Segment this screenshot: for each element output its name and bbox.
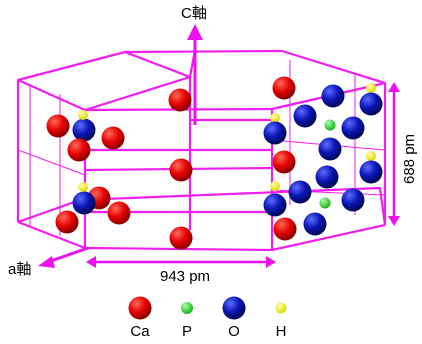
height-dimension-arrow <box>388 82 400 226</box>
ca-atom <box>168 88 192 112</box>
p-atom <box>324 119 336 131</box>
a-axis-arrow <box>38 246 89 268</box>
c-axis-arrow <box>187 24 203 125</box>
width-dimension-arrow <box>86 256 276 268</box>
h-atom <box>366 83 376 93</box>
ca-atom <box>272 150 296 174</box>
ca-atom <box>273 217 297 241</box>
o-atom <box>72 191 96 215</box>
legend-h-swatch <box>275 302 287 314</box>
legend-o-label: O <box>228 323 240 340</box>
legend: Ca P O H <box>128 296 287 340</box>
ca-atom <box>55 210 79 234</box>
o-atom <box>293 104 317 128</box>
h-atom <box>270 113 280 123</box>
o-atom <box>315 165 339 189</box>
o-atom <box>359 92 383 116</box>
legend-h-label: H <box>276 323 287 340</box>
atoms-right-cluster <box>263 76 383 241</box>
ca-atom <box>169 158 193 182</box>
ca-atom <box>272 76 296 100</box>
h-atom <box>78 182 88 192</box>
ca-atom <box>101 126 125 150</box>
legend-ca-label: Ca <box>130 323 150 340</box>
height-dimension-label: 688 pm <box>401 134 418 184</box>
c-axis-label: C軸 <box>181 5 207 22</box>
width-dimension-label: 943 pm <box>160 268 210 285</box>
o-atom <box>341 116 365 140</box>
ca-atom <box>46 114 70 138</box>
ca-atom <box>107 201 131 225</box>
o-atom <box>263 193 287 217</box>
h-atom <box>78 110 88 120</box>
p-atom <box>319 197 331 209</box>
legend-o-swatch <box>222 296 246 320</box>
h-atom <box>366 151 376 161</box>
crystal-frame <box>16 49 387 252</box>
h-atom <box>270 181 280 191</box>
ca-atom <box>169 226 193 250</box>
atoms-left-cluster <box>46 110 131 234</box>
legend-p-label: P <box>182 323 192 340</box>
a-axis-label: a軸 <box>8 261 31 278</box>
legend-p-swatch <box>181 302 193 314</box>
o-atom <box>318 137 342 161</box>
o-atom <box>263 121 287 145</box>
o-atom <box>288 180 312 204</box>
o-atom <box>72 118 96 142</box>
o-atom <box>321 84 345 108</box>
o-atom <box>359 160 383 184</box>
ca-atom <box>67 138 91 162</box>
o-atom <box>303 212 327 236</box>
o-atom <box>341 188 365 212</box>
atoms-center-column <box>168 88 193 250</box>
legend-ca-swatch <box>128 296 152 320</box>
